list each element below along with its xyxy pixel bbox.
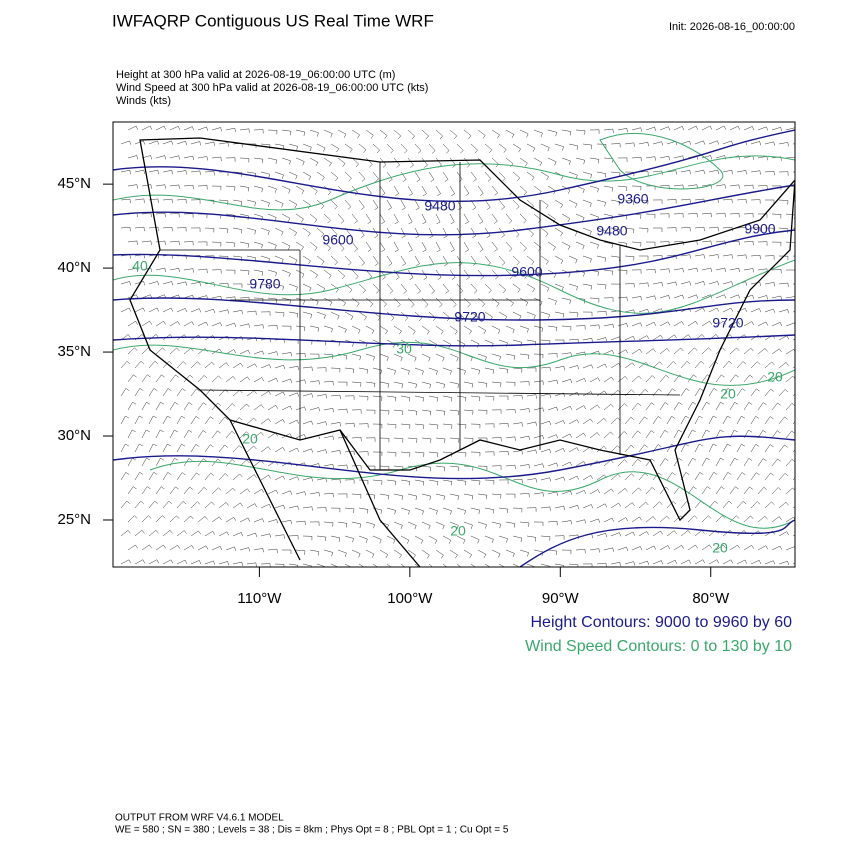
height-contours bbox=[113, 129, 795, 567]
wind-contour bbox=[113, 341, 795, 386]
wind-contour bbox=[599, 132, 724, 190]
wind-contours bbox=[113, 132, 795, 529]
height-label: 9480 bbox=[424, 198, 455, 214]
footer: OUTPUT FROM WRF V4.6.1 MODEL bbox=[115, 813, 284, 824]
wind-contour bbox=[149, 460, 795, 529]
wind-contour bbox=[113, 155, 795, 211]
us-outline bbox=[129, 137, 795, 522]
title: IWFAQRP Contiguous US Real Time WRF bbox=[112, 11, 434, 30]
x-tick-label: 90°W bbox=[542, 590, 580, 607]
height-label: 9600 bbox=[511, 264, 542, 280]
x-tick-label: 80°W bbox=[692, 590, 730, 607]
wind-label: 20 bbox=[450, 523, 466, 539]
legend-wind: Wind Speed Contours: 0 to 130 by 10 bbox=[525, 638, 792, 655]
height-label: 9600 bbox=[322, 232, 353, 248]
wind-label: 40 bbox=[132, 258, 148, 274]
height-contour bbox=[113, 129, 795, 202]
height-contour bbox=[113, 184, 795, 236]
y-tick-label: 35°N bbox=[57, 343, 91, 360]
mexico-coast bbox=[229, 419, 421, 567]
map-content: 9480 9360 9600 9480 9900 9780 9600 9720 … bbox=[113, 125, 795, 567]
wind-label: 30 bbox=[396, 341, 412, 357]
footer: WE = 580 ; SN = 380 ; Levels = 38 ; Dis … bbox=[115, 825, 509, 836]
x-tick-label: 110°W bbox=[237, 590, 282, 607]
field-label: Height at 300 hPa valid at 2026-08-19_06… bbox=[116, 69, 395, 81]
field-label: Winds (kts) bbox=[116, 95, 171, 107]
legend-height: Height Contours: 9000 to 9960 by 60 bbox=[530, 614, 792, 631]
height-contour bbox=[113, 297, 795, 321]
state-lines bbox=[160, 162, 681, 470]
y-tick-label: 40°N bbox=[57, 259, 91, 276]
y-tick-label: 45°N bbox=[57, 175, 91, 192]
wind-label: 20 bbox=[712, 540, 728, 556]
field-label: Wind Speed at 300 hPa valid at 2026-08-1… bbox=[116, 82, 428, 94]
borders bbox=[129, 137, 795, 567]
wind-barbs bbox=[120, 125, 795, 567]
height-label: 9480 bbox=[596, 223, 627, 239]
height-label: 9720 bbox=[454, 309, 485, 325]
axis-ticks: 110°W 100°W 90°W 80°W 45°N 40°N 35°N 30°N 25°N bbox=[57, 175, 730, 607]
map-frame bbox=[112, 121, 796, 568]
wind-barb-field bbox=[120, 125, 795, 567]
height-label: 9780 bbox=[249, 276, 280, 292]
wind-label: 20 bbox=[720, 386, 736, 402]
wind-contour bbox=[113, 259, 795, 314]
height-contour bbox=[113, 229, 795, 277]
x-tick-label: 100°W bbox=[387, 590, 433, 607]
y-tick-label: 30°N bbox=[57, 427, 91, 444]
height-contour bbox=[519, 519, 795, 567]
map: 9480 9360 9600 9480 9900 9780 9600 9720 … bbox=[57, 121, 796, 607]
wind-label: 20 bbox=[767, 369, 783, 385]
height-label: 9360 bbox=[617, 191, 648, 207]
height-label: 9720 bbox=[712, 315, 743, 331]
init-time: Init: 2026-08-16_00:00:00 bbox=[669, 21, 795, 33]
wind-label: 20 bbox=[242, 431, 258, 447]
height-contour bbox=[113, 334, 795, 347]
y-tick-label: 25°N bbox=[57, 511, 91, 528]
height-contour bbox=[113, 435, 795, 480]
height-label: 9900 bbox=[744, 221, 775, 237]
